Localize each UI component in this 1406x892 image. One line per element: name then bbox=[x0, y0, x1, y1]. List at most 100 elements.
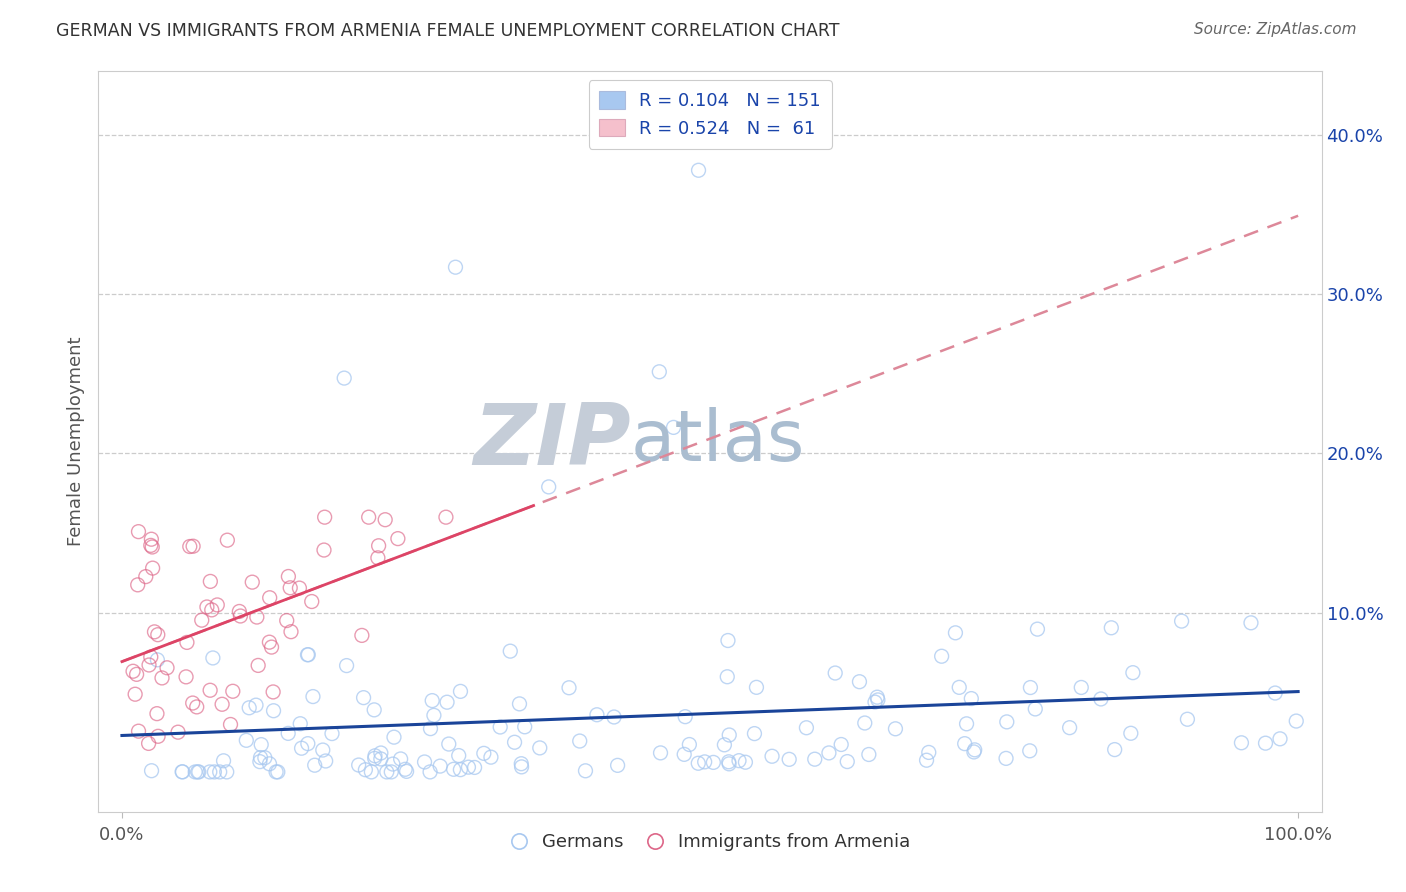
Point bbox=[363, 703, 385, 717]
Point bbox=[450, 684, 472, 698]
Point bbox=[367, 550, 389, 565]
Point bbox=[304, 758, 326, 772]
Point bbox=[211, 698, 233, 712]
Point bbox=[198, 683, 221, 698]
Point bbox=[413, 755, 436, 769]
Point bbox=[172, 764, 194, 779]
Point bbox=[718, 756, 741, 771]
Point bbox=[174, 670, 197, 684]
Point bbox=[837, 755, 859, 769]
Point bbox=[1240, 615, 1263, 630]
Point bbox=[201, 603, 224, 617]
Point bbox=[215, 764, 238, 779]
Point bbox=[1177, 712, 1199, 726]
Point bbox=[259, 635, 281, 649]
Point bbox=[201, 651, 224, 665]
Point bbox=[884, 722, 907, 736]
Point bbox=[181, 696, 204, 710]
Point bbox=[1026, 622, 1049, 636]
Point bbox=[662, 420, 685, 434]
Point bbox=[146, 729, 169, 743]
Point bbox=[290, 716, 312, 731]
Point bbox=[141, 764, 163, 778]
Point bbox=[688, 756, 710, 771]
Point bbox=[948, 681, 970, 695]
Point bbox=[1264, 686, 1286, 700]
Point bbox=[301, 594, 323, 608]
Point bbox=[367, 539, 389, 553]
Point bbox=[429, 759, 451, 773]
Point bbox=[353, 690, 375, 705]
Point bbox=[333, 371, 356, 385]
Point bbox=[380, 764, 402, 779]
Point bbox=[718, 728, 741, 742]
Point bbox=[141, 533, 163, 547]
Point bbox=[207, 598, 229, 612]
Point bbox=[247, 658, 270, 673]
Text: GERMAN VS IMMIGRANTS FROM ARMENIA FEMALE UNEMPLOYMENT CORRELATION CHART: GERMAN VS IMMIGRANTS FROM ARMENIA FEMALE… bbox=[56, 22, 839, 40]
Point bbox=[963, 745, 986, 759]
Point bbox=[436, 695, 458, 709]
Point bbox=[167, 725, 190, 739]
Point bbox=[499, 644, 522, 658]
Point bbox=[673, 747, 696, 762]
Point bbox=[146, 706, 169, 721]
Point bbox=[915, 753, 938, 767]
Point bbox=[259, 756, 281, 771]
Point bbox=[650, 746, 672, 760]
Point bbox=[1099, 621, 1122, 635]
Point bbox=[179, 540, 201, 554]
Point bbox=[420, 693, 443, 707]
Point bbox=[716, 670, 738, 684]
Point bbox=[673, 709, 696, 723]
Point bbox=[263, 704, 285, 718]
Point bbox=[150, 671, 173, 685]
Point bbox=[1024, 702, 1046, 716]
Point bbox=[138, 657, 160, 672]
Point bbox=[229, 609, 252, 624]
Point bbox=[995, 714, 1018, 729]
Point bbox=[419, 764, 441, 779]
Point bbox=[297, 737, 319, 751]
Point bbox=[127, 524, 149, 539]
Point bbox=[437, 737, 460, 751]
Point bbox=[187, 764, 209, 779]
Point bbox=[235, 733, 257, 747]
Point bbox=[1230, 736, 1253, 750]
Point bbox=[419, 722, 441, 736]
Point bbox=[249, 755, 271, 769]
Point bbox=[122, 665, 145, 679]
Point bbox=[138, 736, 160, 750]
Point bbox=[744, 726, 766, 740]
Point bbox=[184, 764, 207, 779]
Point bbox=[267, 764, 290, 779]
Point bbox=[503, 735, 526, 749]
Point bbox=[1018, 744, 1040, 758]
Point bbox=[717, 755, 740, 769]
Point bbox=[394, 762, 416, 776]
Point bbox=[713, 738, 735, 752]
Point bbox=[124, 687, 146, 701]
Point bbox=[603, 710, 626, 724]
Point bbox=[558, 681, 581, 695]
Point bbox=[586, 707, 609, 722]
Point bbox=[141, 540, 163, 554]
Point bbox=[387, 532, 409, 546]
Legend: Germans, Immigrants from Armenia: Germans, Immigrants from Armenia bbox=[502, 826, 918, 858]
Point bbox=[863, 695, 886, 709]
Point bbox=[288, 581, 311, 595]
Point bbox=[240, 575, 263, 590]
Point bbox=[818, 746, 841, 760]
Point bbox=[146, 653, 169, 667]
Point bbox=[953, 737, 976, 751]
Point bbox=[250, 738, 273, 752]
Point bbox=[146, 628, 169, 642]
Point bbox=[1268, 731, 1291, 746]
Point bbox=[297, 648, 319, 662]
Point bbox=[370, 752, 392, 766]
Point bbox=[208, 764, 231, 779]
Point bbox=[277, 726, 299, 740]
Point bbox=[395, 764, 418, 779]
Point bbox=[135, 569, 157, 583]
Point bbox=[568, 734, 591, 748]
